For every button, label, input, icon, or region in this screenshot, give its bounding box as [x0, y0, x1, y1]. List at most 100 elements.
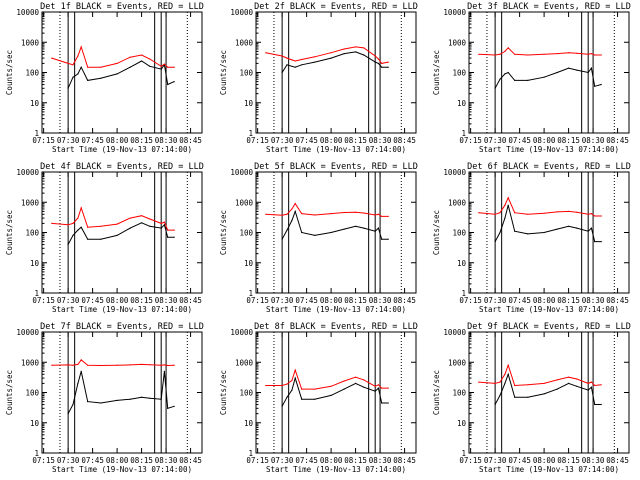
- y-tick-label: 1000: [235, 198, 254, 207]
- data-point-events: [381, 66, 383, 68]
- data-point-events: [149, 65, 151, 67]
- x-tick-label: 07:45: [295, 136, 318, 145]
- data-point-lld: [100, 225, 102, 227]
- y-axis-label: Counts/sec: [432, 370, 441, 415]
- series-line-events: [494, 205, 602, 243]
- data-point-events: [77, 382, 79, 384]
- data-point-events: [499, 231, 501, 234]
- data-point-events: [363, 54, 365, 56]
- data-point-lld: [600, 215, 602, 217]
- data-point-lld: [87, 364, 89, 366]
- data-point-lld: [141, 215, 143, 217]
- data-point-lld: [363, 212, 365, 214]
- data-point-events: [600, 83, 602, 86]
- y-tick-label: 1000: [448, 38, 467, 47]
- data-point-lld: [543, 212, 545, 214]
- x-tick-label: 07:45: [81, 136, 104, 145]
- data-point-lld: [363, 379, 365, 381]
- data-point-lld: [556, 53, 558, 55]
- x-tick-label: 08:30: [369, 136, 392, 145]
- y-tick-label: 1000: [235, 38, 254, 47]
- data-point-events: [129, 227, 131, 229]
- data-point-lld: [129, 364, 131, 366]
- data-point-events: [167, 236, 169, 238]
- data-point-events: [330, 57, 332, 59]
- y-tick-label: 10000: [443, 328, 466, 337]
- data-point-events: [507, 204, 509, 206]
- data-point-lld: [387, 61, 389, 63]
- x-tick-label: 07:15: [32, 296, 55, 305]
- data-point-events: [291, 65, 293, 67]
- data-point-events: [87, 238, 89, 240]
- data-point-lld: [167, 229, 169, 231]
- x-tick-label: 08:45: [393, 456, 416, 465]
- data-point-lld: [281, 384, 283, 387]
- series-line-lld: [51, 45, 175, 68]
- x-tick-label: 07:30: [484, 136, 507, 145]
- data-point-lld: [355, 211, 357, 213]
- y-axis-label: Counts/sec: [219, 50, 228, 95]
- data-point-lld: [116, 223, 118, 225]
- data-point-events: [543, 393, 545, 395]
- data-point-lld: [167, 364, 169, 367]
- x-tick-label: 08:00: [533, 296, 556, 305]
- y-tick-label: 100: [239, 69, 253, 78]
- plot-frame: [468, 11, 630, 134]
- x-axis-label: Start Time (19-Nov-13 07:14:00): [479, 305, 619, 314]
- data-point-lld: [568, 210, 570, 212]
- data-point-events: [100, 402, 102, 404]
- data-point-lld: [377, 58, 379, 60]
- x-tick-label: 07:45: [508, 136, 531, 145]
- data-point-events: [504, 382, 506, 384]
- data-point-events: [377, 62, 379, 64]
- data-point-lld: [72, 364, 74, 366]
- panel-title: Det 7f BLACK = Events, RED = LLD: [40, 322, 204, 332]
- data-point-lld: [600, 384, 602, 386]
- data-point-lld: [77, 363, 79, 365]
- data-point-events: [355, 382, 357, 384]
- x-tick-label: 08:45: [179, 296, 202, 305]
- series-line-events: [281, 51, 389, 73]
- data-point-lld: [301, 213, 303, 215]
- x-tick-label: 08:00: [320, 136, 343, 145]
- data-point-events: [543, 231, 545, 234]
- y-tick-label: 1: [248, 449, 253, 458]
- panel-title: Det 9f BLACK = Events, RED = LLD: [467, 322, 631, 332]
- data-point-lld: [160, 222, 162, 224]
- y-tick-label: 10: [457, 419, 467, 428]
- series-line-events: [494, 66, 602, 89]
- data-point-events: [286, 396, 288, 398]
- data-point-events: [600, 241, 602, 243]
- x-tick-label: 08:30: [582, 456, 605, 465]
- data-point-events: [514, 230, 516, 232]
- data-point-lld: [72, 222, 74, 224]
- series-line-lld: [478, 363, 602, 387]
- data-point-lld: [129, 56, 131, 58]
- data-point-events: [363, 227, 365, 229]
- data-point-events: [286, 64, 288, 66]
- x-tick-label: 08:30: [582, 296, 605, 305]
- x-tick-label: 07:15: [459, 136, 482, 145]
- data-point-events: [77, 73, 79, 75]
- x-axis-label: Start Time (19-Nov-13 07:14:00): [52, 145, 192, 154]
- data-point-lld: [543, 53, 545, 55]
- data-point-lld: [478, 53, 480, 55]
- data-point-events: [80, 66, 82, 68]
- y-tick-label: 1000: [448, 358, 467, 367]
- data-point-lld: [163, 63, 165, 65]
- y-tick-label: 10000: [230, 168, 253, 177]
- data-point-events: [141, 396, 143, 398]
- data-point-events: [590, 227, 593, 229]
- data-point-lld: [173, 66, 175, 68]
- data-point-lld: [514, 53, 516, 55]
- data-point-events: [587, 71, 589, 74]
- y-tick-label: 10: [457, 259, 467, 268]
- data-point-lld: [173, 364, 175, 366]
- data-point-lld: [51, 364, 53, 366]
- data-point-lld: [77, 217, 79, 219]
- data-point-lld: [301, 58, 303, 61]
- data-point-lld: [51, 222, 53, 224]
- x-tick-label: 08:15: [130, 296, 153, 305]
- data-point-lld: [100, 364, 102, 367]
- y-tick-label: 1: [461, 129, 466, 138]
